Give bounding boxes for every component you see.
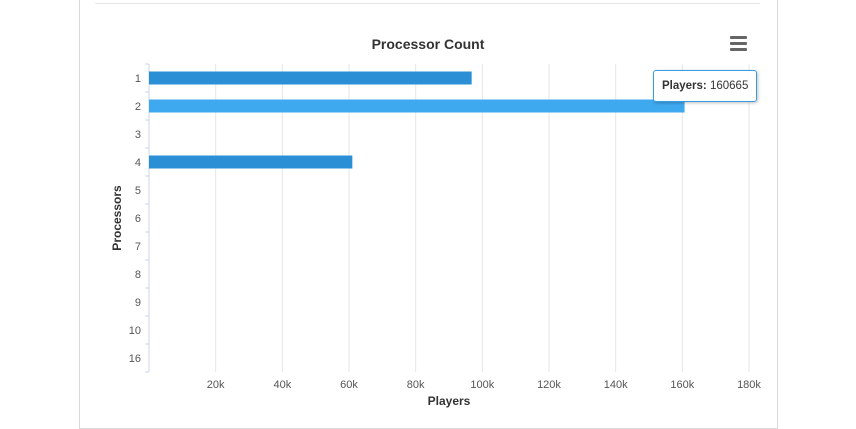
y-tick-label: 7 bbox=[135, 241, 141, 253]
y-tick-label: 2 bbox=[135, 101, 141, 113]
y-tick-label: 3 bbox=[135, 129, 141, 141]
x-tick-label: 100k bbox=[470, 379, 494, 391]
chart-title: Processor Count bbox=[372, 36, 485, 52]
y-tick-label: 16 bbox=[129, 353, 141, 365]
x-tick-label: 80k bbox=[407, 379, 425, 391]
bar-processors-1 bbox=[149, 71, 472, 85]
y-tick-label: 9 bbox=[135, 297, 141, 309]
x-tick-label: 40k bbox=[273, 379, 291, 391]
x-tick-label: 140k bbox=[604, 379, 628, 391]
chart-tooltip: Players: 160665 bbox=[653, 70, 758, 102]
y-tick-label: 8 bbox=[135, 269, 141, 281]
y-tick-label: 4 bbox=[135, 157, 141, 169]
processor-count-chart: 20k 40k 60k 80k 100k 120k 140k 160k 180k 1 2 3 4 5 6 7 8… bbox=[110, 36, 761, 408]
x-tick-label: 160k bbox=[670, 379, 694, 391]
x-tick-label: 180k bbox=[737, 379, 761, 391]
y-tick-label: 10 bbox=[129, 325, 141, 337]
x-tick-label: 120k bbox=[537, 379, 561, 391]
section-divider bbox=[95, 3, 760, 4]
tooltip-value: 160665 bbox=[709, 80, 749, 92]
bar-processors-4 bbox=[149, 155, 353, 169]
chart-menu-icon[interactable] bbox=[728, 36, 750, 54]
x-tick-label: 60k bbox=[340, 379, 358, 391]
y-tick-label: 1 bbox=[135, 73, 141, 85]
y-tick-label: 6 bbox=[135, 213, 141, 225]
x-axis-title: Players bbox=[428, 394, 471, 408]
tooltip-series-label: Players: bbox=[662, 80, 707, 92]
bar-processors-2 bbox=[149, 99, 685, 113]
y-tick-label: 5 bbox=[135, 185, 141, 197]
y-axis-title: Processors bbox=[110, 185, 124, 251]
x-tick-label: 20k bbox=[207, 379, 225, 391]
